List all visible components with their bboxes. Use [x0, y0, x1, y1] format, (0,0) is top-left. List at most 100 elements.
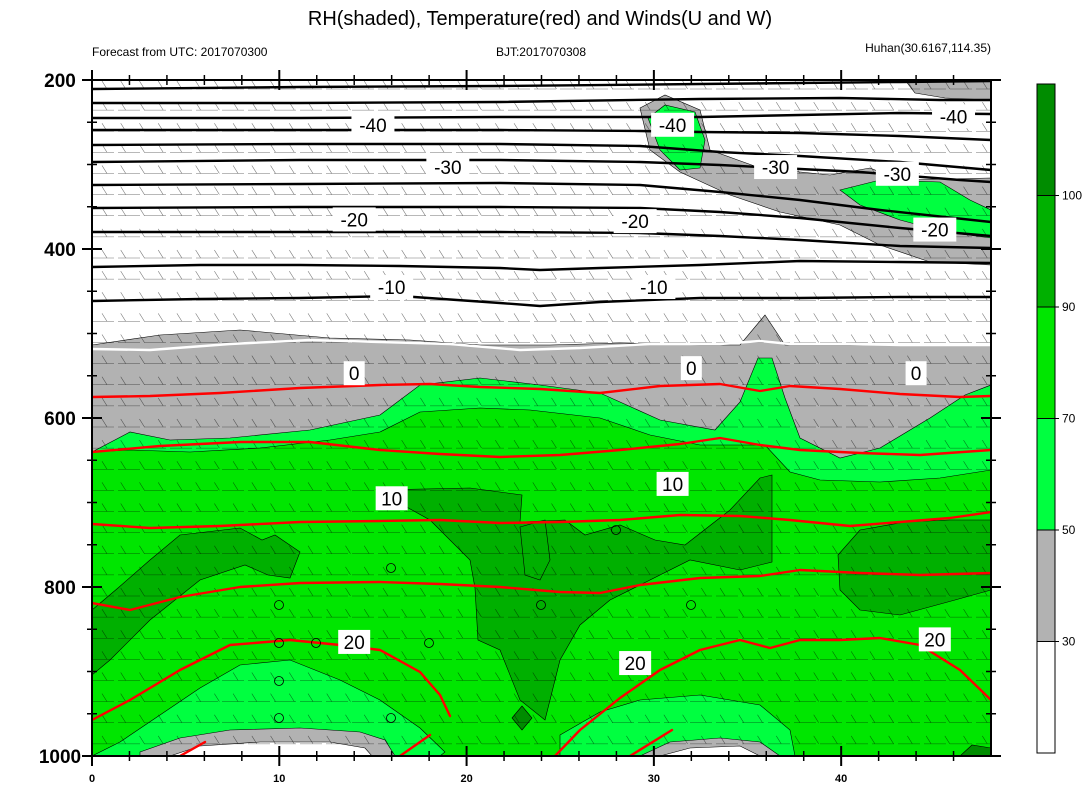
wind-barb	[888, 376, 894, 385]
wind-barb	[607, 714, 613, 723]
x-axis: 0 10 20 30 40	[89, 70, 955, 785]
wind-barb	[363, 482, 370, 491]
wind-barb	[532, 672, 539, 681]
wind-barb	[139, 735, 145, 745]
wind-barb	[513, 461, 520, 470]
wind-barb	[608, 757, 613, 765]
wind-barb	[438, 376, 445, 385]
wind-barb	[944, 144, 951, 153]
wind-barb	[120, 376, 126, 385]
wind-barb	[944, 186, 951, 195]
wind-barb	[738, 228, 745, 238]
wind-barb	[888, 313, 894, 322]
wind-barb	[251, 355, 258, 364]
wind-barb	[794, 693, 801, 702]
wind-barb	[982, 714, 988, 723]
wind-barb	[232, 587, 239, 597]
wind-barb	[176, 714, 183, 723]
wind-barb	[607, 461, 613, 470]
wind-barb	[326, 249, 333, 259]
wind-barb	[232, 270, 239, 280]
wind-barb	[682, 461, 688, 470]
wind-barb	[401, 630, 407, 639]
wind-barb	[775, 735, 782, 745]
wind-barb	[139, 714, 145, 723]
wind-barb	[120, 355, 126, 364]
wind-barb	[907, 228, 913, 238]
wind-barb	[439, 757, 444, 765]
wind-barb	[775, 482, 782, 491]
wind-barb	[907, 123, 913, 132]
wind-barb	[701, 757, 706, 765]
wind-barb	[551, 461, 557, 470]
wind-barb	[139, 503, 145, 512]
wind-barb	[719, 123, 726, 132]
valid-time-label: BJT:2017070308	[496, 45, 586, 59]
wind-barb	[888, 439, 894, 449]
wind-barb	[907, 144, 913, 153]
wind-barb	[477, 757, 482, 765]
wind-barb	[775, 630, 782, 639]
wind-barb	[401, 144, 407, 153]
wind-barb	[925, 461, 932, 470]
wind-barb	[701, 165, 707, 174]
wind-barb	[925, 545, 932, 554]
wind-barb	[607, 376, 613, 385]
wind-barb	[345, 503, 351, 512]
contour-neg15	[92, 230, 991, 250]
wind-barb	[945, 757, 950, 765]
wind-barb	[401, 249, 407, 259]
wind-barb	[738, 482, 745, 491]
wind-barb	[495, 270, 501, 280]
wind-barb	[307, 630, 314, 639]
wind-barb	[457, 672, 464, 681]
wind-barb	[457, 482, 464, 491]
wind-barb	[476, 651, 482, 660]
wind-barb	[326, 630, 333, 639]
wind-barb	[925, 397, 932, 407]
wind-barb	[607, 186, 613, 195]
wind-barb	[944, 270, 951, 280]
wind-barb	[963, 461, 969, 470]
wind-barb	[832, 757, 837, 765]
wind-barb	[645, 757, 650, 765]
wind-barb	[232, 714, 239, 723]
wind-barb	[738, 566, 745, 576]
wind-barb	[438, 249, 445, 259]
wind-barb	[345, 672, 351, 681]
wind-barb	[850, 503, 857, 512]
wind-barb	[457, 524, 464, 533]
wind-barb	[120, 566, 126, 576]
wind-barb	[944, 482, 951, 491]
wind-barb	[251, 207, 258, 216]
wind-barb	[719, 397, 726, 407]
wind-barb	[139, 355, 145, 364]
wind-barb	[794, 651, 801, 660]
wind-barb	[176, 165, 183, 174]
wind-barb	[195, 714, 201, 723]
wind-barb	[607, 630, 613, 639]
wind-barb	[270, 397, 276, 407]
wind-barb	[607, 735, 613, 745]
wind-barb	[794, 101, 801, 111]
wind-barb	[476, 566, 482, 576]
wind-barb	[925, 270, 932, 280]
wind-barb	[794, 608, 801, 618]
wind-barb	[457, 292, 464, 301]
wind-barb	[607, 672, 613, 681]
wind-barb	[532, 376, 539, 385]
wind-barb	[438, 630, 445, 639]
wind-barb	[925, 587, 932, 597]
wind-barb	[176, 482, 183, 491]
wind-barb	[888, 186, 894, 195]
wind-barb	[888, 101, 894, 111]
wind-barb	[626, 313, 632, 322]
wind-barb	[682, 270, 688, 280]
wind-barb	[907, 270, 913, 280]
wind-barb	[307, 144, 314, 153]
wind-barb	[644, 566, 651, 576]
wind-barb	[345, 735, 351, 745]
wind-barb	[289, 503, 295, 512]
wind-barb	[345, 270, 351, 280]
